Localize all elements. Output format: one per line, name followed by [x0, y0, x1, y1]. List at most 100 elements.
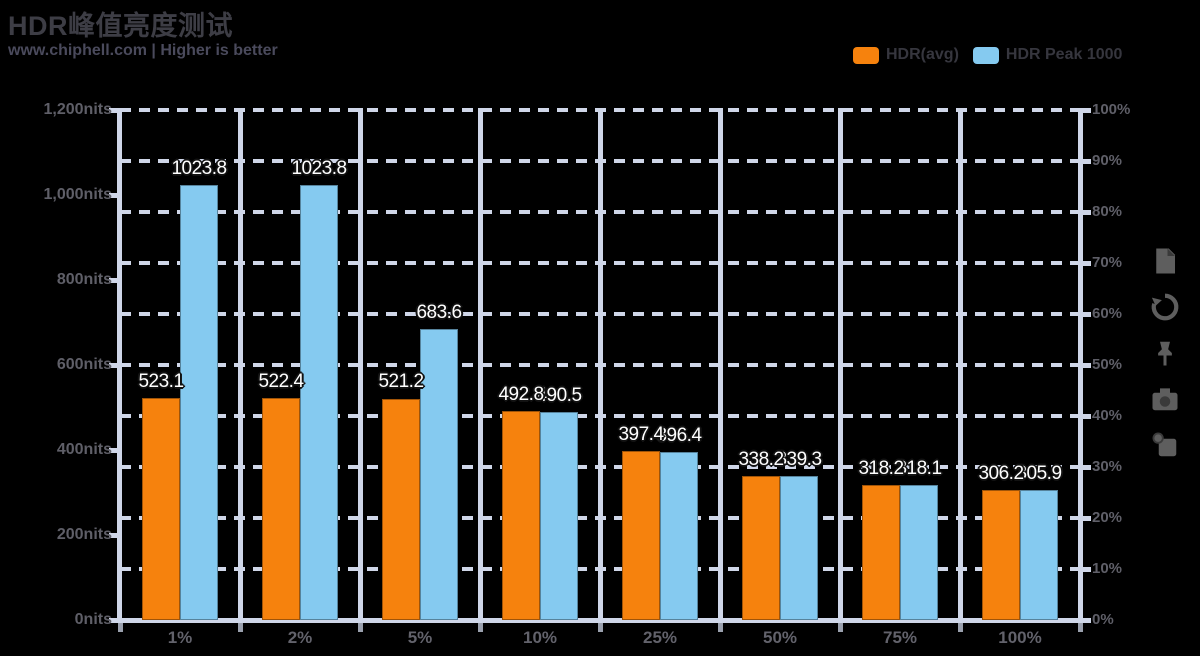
bar-value-label: 306.2 [978, 462, 1024, 484]
bar-blue-1% [180, 184, 218, 620]
bar-blue-25% [660, 451, 698, 620]
y-axis-label-right: 60% [1092, 305, 1123, 322]
bar-value-label: 1023.8 [291, 157, 347, 179]
bar-blue-100% [1020, 490, 1058, 620]
vertical-gridline [597, 108, 603, 620]
camera-icon[interactable] [1150, 384, 1180, 414]
legend-label: HDR Peak 1000 [1005, 46, 1123, 63]
bar-value-label: 397.4 [618, 424, 664, 446]
x-axis-category-label: 1% [167, 628, 193, 647]
copy-icon[interactable] [1150, 430, 1180, 460]
x-axis-tick [357, 623, 363, 632]
bar-value-label: 490.5 [536, 384, 582, 406]
bar-orange-100% [982, 489, 1020, 620]
x-axis-tick [1077, 623, 1083, 632]
bar-blue-2% [300, 184, 338, 620]
y-axis-label-left: 600nits [56, 356, 112, 373]
page-subtitle: www.chiphell.com | Higher is better [8, 42, 278, 59]
bar-value-label: 523.1 [138, 370, 184, 392]
y-axis-label-right: 0% [1092, 611, 1114, 628]
vertical-gridline [717, 108, 723, 620]
y-axis-label-left: 200nits [56, 526, 112, 543]
chart-legend: HDR(avg) HDR Peak 1000 [853, 46, 1122, 64]
bar-value-label: 522.4 [258, 370, 304, 392]
bar-value-label: 318.1 [896, 457, 942, 479]
bar-value-label: 339.3 [776, 448, 822, 470]
x-axis-category-label: 100% [998, 628, 1042, 647]
y-axis-tick-right [1081, 515, 1091, 521]
y-axis-line-left [117, 108, 122, 622]
bar-blue-10% [540, 411, 578, 620]
y-axis-label-left: 1,200nits [43, 101, 112, 118]
legend-item-hdr-peak[interactable]: HDR Peak 1000 [972, 46, 1123, 64]
bar-chart-plot-area: 523.1 1023.8 522.4 1023.8 521.2 683.6 492.8 490… [120, 108, 1080, 620]
x-axis-category-label: 5% [407, 628, 433, 647]
y-axis-tick-left [109, 447, 119, 453]
x-axis-category-label: 25% [642, 628, 678, 647]
y-axis-label-left: 0nits [74, 611, 112, 628]
x-axis-tick [237, 623, 243, 632]
y-axis-line-right [1078, 108, 1083, 622]
vertical-gridline [477, 108, 483, 620]
y-axis-label-right: 20% [1092, 509, 1123, 526]
x-axis-category-label: 75% [882, 628, 918, 647]
bar-orange-25% [622, 451, 660, 620]
x-axis-category-label: 2% [287, 628, 313, 647]
vertical-gridline [357, 108, 363, 620]
x-axis-tick [837, 623, 843, 632]
y-axis-label-right: 70% [1092, 254, 1123, 271]
y-axis-tick-right [1081, 362, 1091, 368]
bar-value-label: 338.2 [738, 449, 784, 471]
y-axis-tick-right [1081, 464, 1091, 470]
x-axis-category-label: 50% [762, 628, 798, 647]
y-axis-tick-right [1081, 566, 1091, 572]
y-axis-tick-left [109, 107, 119, 113]
bar-orange-1% [142, 397, 180, 620]
y-axis-label-right: 90% [1092, 152, 1123, 169]
legend-swatch-orange [853, 46, 879, 64]
bar-orange-2% [262, 397, 300, 620]
legend-item-hdr-avg[interactable]: HDR(avg) [853, 46, 959, 64]
bar-value-label: 396.4 [656, 424, 702, 446]
x-axis-line [117, 618, 1083, 623]
x-axis-tick [957, 623, 963, 632]
x-axis-tick [597, 623, 603, 632]
x-axis-category-label: 10% [522, 628, 558, 647]
y-axis-tick-left [109, 617, 119, 623]
y-axis-label-left: 800nits [56, 271, 112, 288]
bar-blue-75% [900, 484, 938, 620]
x-axis-tick [477, 623, 483, 632]
data-view-icon[interactable] [1150, 246, 1180, 276]
y-axis-label-left: 400nits [56, 441, 112, 458]
bar-value-label: 521.2 [378, 371, 424, 393]
bar-value-label: 318.2 [858, 457, 904, 479]
x-axis-tick [117, 623, 123, 632]
pin-icon[interactable] [1150, 338, 1180, 368]
bar-value-label: 305.9 [1016, 462, 1062, 484]
legend-swatch-blue [972, 46, 999, 64]
bar-value-label: 1023.8 [171, 157, 227, 179]
y-axis-tick-right [1081, 209, 1091, 215]
y-axis-tick-left [109, 532, 119, 538]
bar-orange-75% [862, 484, 900, 620]
bar-blue-5% [420, 329, 458, 620]
y-axis-label-left: 1,000nits [43, 186, 112, 203]
bar-value-label: 683.6 [416, 302, 462, 324]
y-axis-tick-right [1081, 311, 1091, 317]
restore-icon[interactable] [1150, 292, 1180, 322]
vertical-gridline [957, 108, 963, 620]
y-axis-label-right: 100% [1092, 101, 1131, 118]
y-axis-label-right: 40% [1092, 407, 1123, 424]
bar-orange-5% [382, 398, 420, 620]
y-axis-tick-right [1081, 260, 1091, 266]
y-axis-label-right: 80% [1092, 203, 1123, 220]
y-axis-tick-right [1081, 617, 1091, 623]
bar-orange-50% [742, 476, 780, 620]
y-axis-tick-right [1081, 107, 1091, 113]
page-title: HDR峰值亮度测试 [8, 11, 233, 41]
y-axis-tick-left [109, 362, 119, 368]
vertical-gridline [837, 108, 843, 620]
chart-toolbox [1150, 246, 1180, 460]
bar-orange-10% [502, 410, 540, 620]
y-axis-tick-right [1081, 158, 1091, 164]
